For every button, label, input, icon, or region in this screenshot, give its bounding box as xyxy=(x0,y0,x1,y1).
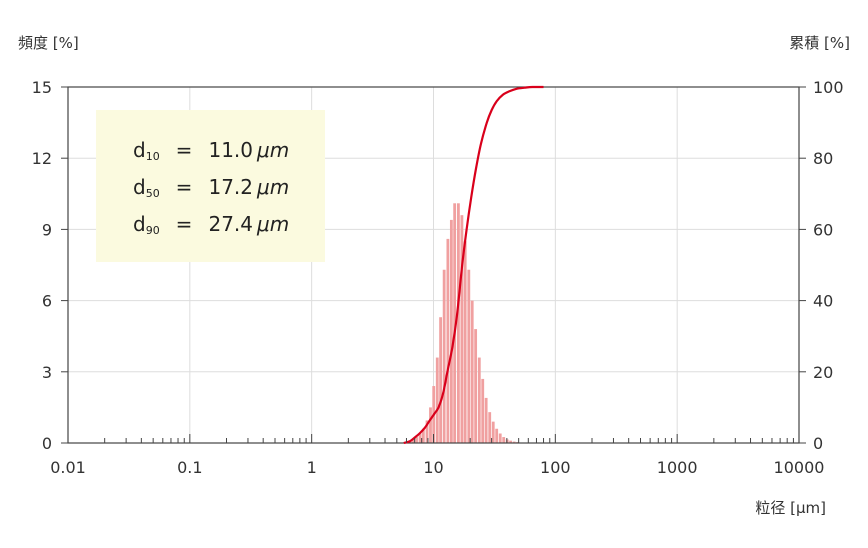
y-tick-label: 15 xyxy=(32,78,52,97)
y2-tick-label: 60 xyxy=(813,220,833,239)
y-tick-label: 0 xyxy=(42,434,52,453)
y-tick-label: 12 xyxy=(32,149,52,168)
y2-axis-title: 累積 [%] xyxy=(789,34,850,52)
frequency-bar xyxy=(499,434,502,443)
frequency-bar xyxy=(464,241,467,443)
frequency-bar xyxy=(485,398,488,443)
frequency-bar xyxy=(481,379,484,443)
y2-tick-label: 0 xyxy=(813,434,823,453)
stat-equals: = xyxy=(176,212,193,236)
stat-unit: μm xyxy=(256,138,289,162)
cumulative-curve xyxy=(404,87,544,443)
stat-value: 27.4 xyxy=(208,212,253,236)
frequency-bar xyxy=(495,429,498,443)
y2-tick-label: 80 xyxy=(813,149,833,168)
x-tick-label: 100 xyxy=(540,458,571,477)
y-axis-title: 頻度 [%] xyxy=(18,34,79,52)
frequency-bar xyxy=(457,203,460,443)
frequency-bar xyxy=(502,437,505,443)
frequency-bar xyxy=(443,270,446,443)
frequency-bar xyxy=(467,270,470,443)
frequency-bar xyxy=(474,329,477,443)
x-axis-title: 粒径 [µm] xyxy=(755,499,826,517)
stat-equals: = xyxy=(176,138,193,162)
cumulative-line xyxy=(404,87,544,443)
frequency-bar xyxy=(478,358,481,443)
stat-unit: μm xyxy=(256,175,289,199)
stat-value: 17.2 xyxy=(208,175,253,199)
frequency-bar xyxy=(439,317,442,443)
x-tick-label: 0.01 xyxy=(50,458,86,477)
stat-value: 11.0 xyxy=(208,138,253,162)
frequency-bar xyxy=(429,407,432,443)
frequency-bar xyxy=(488,412,491,443)
frequency-bar xyxy=(450,220,453,443)
stat-unit: μm xyxy=(256,212,289,236)
x-tick-label: 1000 xyxy=(657,458,698,477)
frequency-bar xyxy=(492,422,495,443)
x-tick-label: 10 xyxy=(423,458,443,477)
frequency-bar xyxy=(436,358,439,443)
frequency-bar xyxy=(471,301,474,443)
x-tick-label: 0.1 xyxy=(177,458,202,477)
frequency-bar xyxy=(460,215,463,443)
y-tick-label: 9 xyxy=(42,220,52,239)
x-tick-label: 1 xyxy=(307,458,317,477)
y2-tick-label: 20 xyxy=(813,363,833,382)
x-tick-label: 10000 xyxy=(774,458,825,477)
y-tick-label: 3 xyxy=(42,363,52,382)
y2-tick-label: 40 xyxy=(813,292,833,311)
stat-equals: = xyxy=(176,175,193,199)
y2-tick-label: 100 xyxy=(813,78,844,97)
frequency-bar xyxy=(446,239,449,443)
y-tick-label: 6 xyxy=(42,292,52,311)
